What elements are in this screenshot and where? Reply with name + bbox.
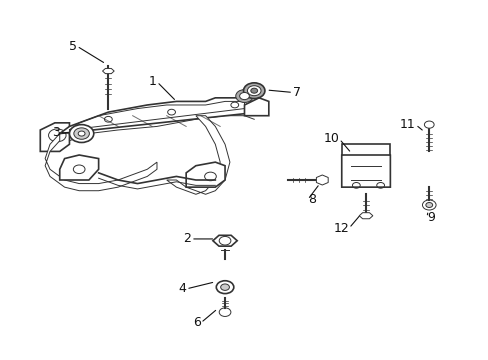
Text: 5: 5	[69, 40, 77, 53]
Text: 11: 11	[399, 118, 415, 131]
Text: 10: 10	[323, 132, 339, 145]
Polygon shape	[60, 155, 99, 180]
Text: 6: 6	[192, 316, 201, 329]
Circle shape	[74, 128, 89, 139]
Polygon shape	[166, 116, 229, 194]
Circle shape	[247, 86, 261, 96]
Circle shape	[424, 121, 433, 128]
Polygon shape	[186, 162, 224, 187]
Polygon shape	[45, 134, 157, 191]
Polygon shape	[60, 98, 259, 134]
Circle shape	[243, 83, 264, 99]
Text: 8: 8	[307, 193, 315, 206]
Polygon shape	[359, 213, 372, 219]
Polygon shape	[102, 68, 114, 74]
Text: 12: 12	[333, 222, 348, 235]
Polygon shape	[212, 235, 237, 246]
Text: 4: 4	[178, 283, 186, 296]
Circle shape	[239, 93, 249, 100]
Circle shape	[69, 125, 94, 143]
Text: 9: 9	[426, 211, 434, 224]
Polygon shape	[40, 123, 69, 152]
Circle shape	[235, 90, 253, 103]
Text: 2: 2	[183, 233, 191, 246]
Polygon shape	[341, 148, 389, 187]
Circle shape	[220, 284, 229, 291]
Polygon shape	[341, 144, 389, 155]
Text: 7: 7	[292, 86, 301, 99]
Text: 3: 3	[52, 126, 60, 139]
Circle shape	[219, 308, 230, 316]
Circle shape	[422, 200, 435, 210]
Circle shape	[425, 203, 432, 207]
Circle shape	[250, 88, 257, 93]
Circle shape	[216, 281, 233, 294]
Circle shape	[78, 131, 85, 136]
Polygon shape	[244, 98, 268, 116]
Text: 1: 1	[149, 75, 157, 88]
